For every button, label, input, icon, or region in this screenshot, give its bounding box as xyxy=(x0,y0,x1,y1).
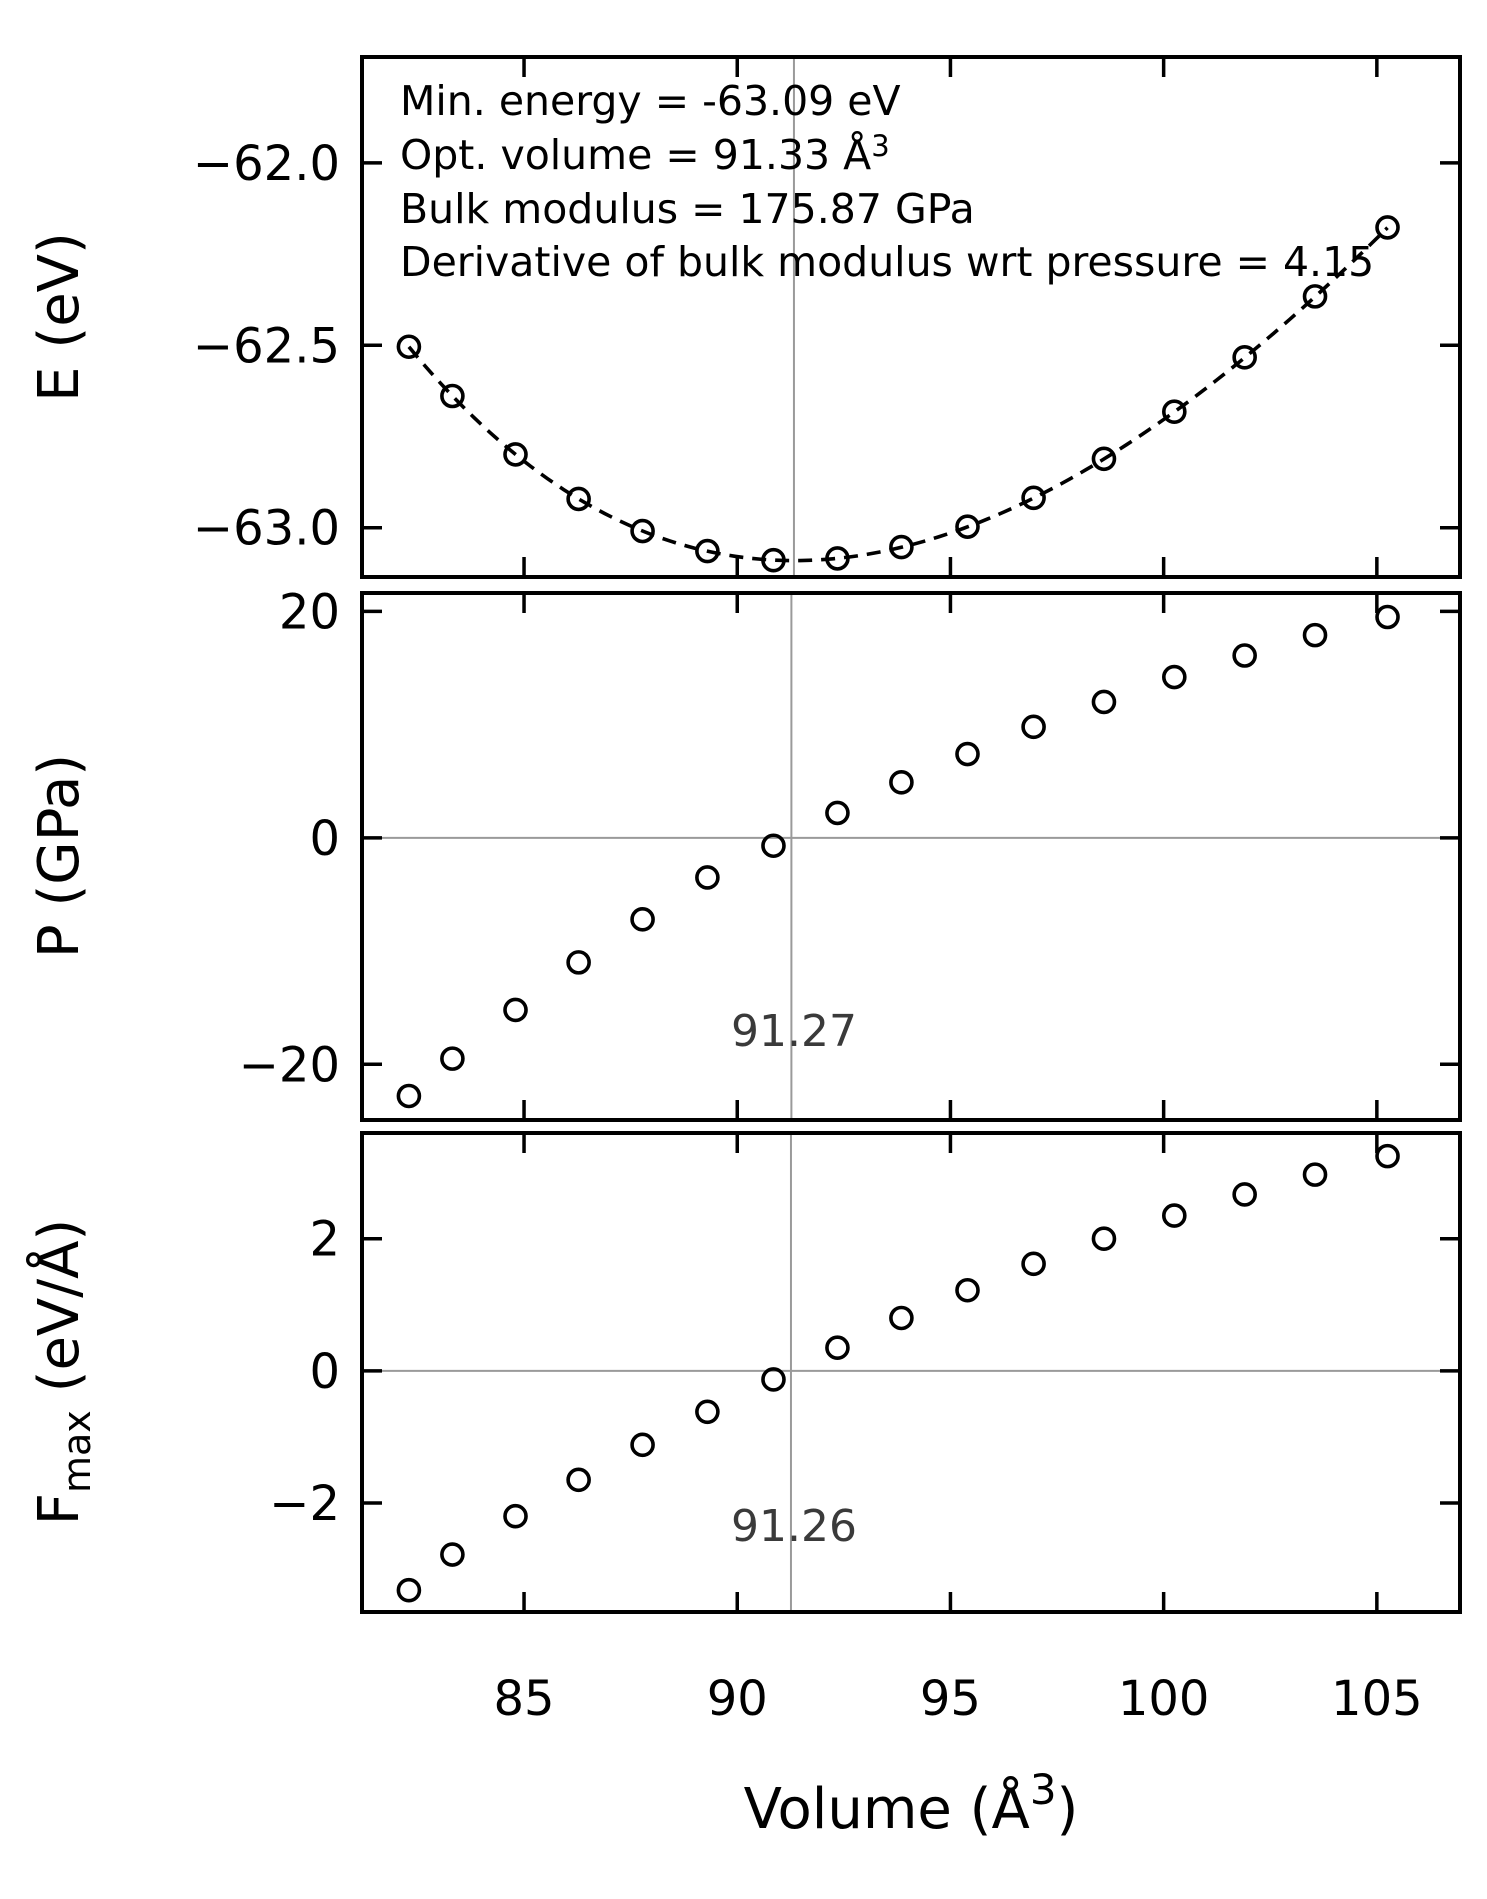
panel-spines xyxy=(360,591,1462,1122)
x-tick-label: 100 xyxy=(1118,1671,1210,1727)
data-point xyxy=(566,486,591,512)
y-tick-label: 0 xyxy=(309,1344,340,1400)
data-point xyxy=(955,514,980,539)
x-tick-label: 85 xyxy=(493,1671,554,1727)
data-point xyxy=(440,383,465,409)
panel-spines xyxy=(360,55,1462,579)
data-point xyxy=(1375,604,1400,630)
data-point xyxy=(889,534,914,560)
pressure-axis-label: P (GPa) xyxy=(27,754,92,958)
data-point xyxy=(1302,622,1328,648)
annotation-min-energy: Min. energy = -63.09 eV xyxy=(400,77,901,125)
data-point xyxy=(889,770,914,795)
data-point xyxy=(566,950,591,975)
y-tick-label: −62.5 xyxy=(193,318,340,374)
eos-fit-curve xyxy=(407,226,1389,563)
data-point xyxy=(1091,1226,1117,1252)
data-point xyxy=(1091,689,1117,715)
data-point xyxy=(1091,446,1117,472)
y-tick-label: 2 xyxy=(309,1212,340,1268)
annotation-bulk-modulus: Bulk modulus = 175.87 GPa xyxy=(400,185,975,233)
x-tick-label: 95 xyxy=(920,1671,981,1727)
data-point xyxy=(1162,664,1187,690)
data-layer xyxy=(396,215,1400,1603)
y-tick-label: −62.0 xyxy=(193,136,340,192)
data-point xyxy=(440,1046,465,1071)
data-point xyxy=(503,997,528,1023)
data-point xyxy=(396,1577,422,1603)
data-point xyxy=(396,1083,422,1109)
y-tick-label: 0 xyxy=(309,811,340,867)
data-point xyxy=(825,800,850,826)
data-point xyxy=(630,1432,655,1458)
data-point xyxy=(955,741,980,767)
data-point xyxy=(889,1305,914,1331)
force-axis-label: Fmax (eV/Å) xyxy=(26,1219,99,1525)
data-point xyxy=(1021,714,1046,740)
pressure-crossing-label: 91.27 xyxy=(731,1006,857,1057)
data-point xyxy=(1375,1143,1400,1169)
data-point xyxy=(695,538,720,564)
data-point xyxy=(825,1335,850,1361)
y-tick-label: 20 xyxy=(279,584,340,640)
data-point xyxy=(1021,1251,1046,1277)
data-point xyxy=(695,865,720,890)
data-point xyxy=(630,907,655,932)
annotation-opt-volume: Opt. volume = 91.33 Å3 xyxy=(400,129,890,179)
axes-layer xyxy=(360,55,1462,1614)
data-point xyxy=(1232,1182,1257,1207)
data-point xyxy=(440,1542,465,1567)
data-point xyxy=(955,1277,980,1303)
data-point xyxy=(1162,399,1187,424)
panel-spines xyxy=(360,1131,1462,1614)
data-point xyxy=(566,1467,591,1493)
data-point xyxy=(1021,485,1046,511)
data-point xyxy=(1162,1203,1187,1228)
x-tick-label: 105 xyxy=(1331,1671,1423,1727)
energy-axis-label: E (eV) xyxy=(27,232,92,402)
data-point xyxy=(1375,215,1400,240)
data-point xyxy=(761,833,786,859)
y-tick-label: −2 xyxy=(269,1476,340,1532)
data-point xyxy=(503,442,528,467)
data-point xyxy=(630,518,655,544)
data-point xyxy=(503,1503,528,1529)
data-point xyxy=(1232,643,1257,668)
volume-axis-label: Volume (Å3) xyxy=(744,1765,1079,1842)
y-tick-label: −63.0 xyxy=(193,501,340,557)
data-point xyxy=(396,334,422,360)
data-point xyxy=(1302,1162,1328,1187)
reference-lines-layer xyxy=(362,57,1460,1612)
data-point xyxy=(695,1399,720,1425)
data-point xyxy=(1232,345,1257,370)
data-point xyxy=(825,546,850,571)
annotation-bulk-modulus-derivative: Derivative of bulk modulus wrt pressure … xyxy=(400,238,1374,286)
y-tick-label: −20 xyxy=(239,1037,340,1093)
data-point xyxy=(1302,284,1328,309)
x-tick-label: 90 xyxy=(707,1671,768,1727)
data-point xyxy=(761,547,786,573)
force-crossing-label: 91.26 xyxy=(731,1501,857,1552)
data-point xyxy=(761,1367,786,1392)
